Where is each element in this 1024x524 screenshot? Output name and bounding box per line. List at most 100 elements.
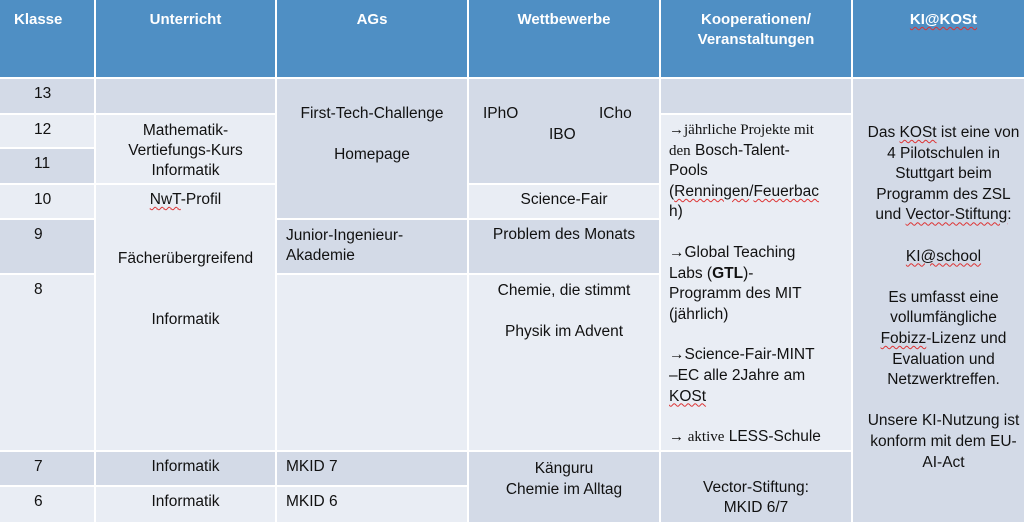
klasse-6: 6 <box>0 487 94 524</box>
koop-renningen-line: (Renningen/Feuerbac <box>669 182 851 203</box>
ki-lizenz: -Lizenz und <box>926 329 1007 347</box>
header-klasse: Klasse <box>0 0 94 79</box>
ki-line: Programm des ZSL <box>876 185 1011 203</box>
koop-pools: Pools <box>669 162 708 180</box>
koop-gtl-suffix: )- <box>743 264 754 282</box>
koop-aktive: → aktive <box>669 429 725 446</box>
koop-feuerbach: Feuerbac <box>753 182 819 200</box>
ki-line: Stuttgart beim <box>895 165 992 183</box>
ki-colon: : <box>1007 206 1012 224</box>
klasse-13: 13 <box>0 79 94 115</box>
ags-ftc: First-Tech-Challenge <box>300 105 444 122</box>
ki-das: Das <box>867 124 900 141</box>
koop-less: LESS-Schule <box>724 428 821 446</box>
wettbewerb-physik-im-advent: Physik im Advent <box>504 323 624 340</box>
unterricht-nwt: NwT-Profil <box>96 191 275 209</box>
klasse-12: 12 <box>0 115 94 149</box>
kooperationen-vector: Vector-Stiftung: MKID 6/7 <box>661 452 851 524</box>
ki-eine-von: ist eine von <box>936 124 1020 141</box>
ki-line: Fobizz-Lizenz und <box>853 329 1024 350</box>
klasse-10: 10 <box>0 185 94 220</box>
klasse-9: 9 <box>0 220 94 275</box>
koop-projekte-line: →jährliche Projekte mit <box>669 122 814 138</box>
ags-mkid7: MKID 7 <box>277 452 467 487</box>
wettbewerb-kaenguru: Känguru <box>534 460 594 477</box>
wettbewerb-science-fair: Science-Fair <box>469 185 659 220</box>
wettbewerb-ibo: IBO <box>549 126 576 143</box>
koop-less-line: → aktive LESS-Schule <box>669 427 851 448</box>
ags-junior-line: Akademie <box>286 247 355 264</box>
header-ki-kost: KI@KOSt <box>853 0 1024 79</box>
unterricht-line: Informatik <box>151 162 220 179</box>
koop-kost: KOSt <box>669 387 707 405</box>
header-kooperationen-line1: Kooperationen/ <box>700 11 811 28</box>
klasse-7: 7 <box>0 452 94 487</box>
unterricht-13 <box>96 79 275 115</box>
ki-at-school: KI@school <box>905 247 982 265</box>
nwt-suffix: -Profil <box>180 191 222 208</box>
wettbewerbe-unterstufe: Känguru Chemie im Alltag <box>469 452 659 524</box>
header-wettbewerbe: Wettbewerbe <box>469 0 659 79</box>
unterricht-7: Informatik <box>96 452 275 487</box>
wettbewerb-ipho: IPhO <box>483 105 519 122</box>
ki-line: AI-Act <box>922 453 965 471</box>
ki-vector: Vector-Stiftung <box>905 206 1008 224</box>
unterricht-vertiefung: Mathematik- Vertiefungs-Kurs Informatik <box>96 115 275 185</box>
koop-paren: ( <box>669 182 675 200</box>
wettbewerbe-olympiaden: IPhO ICho IBO <box>469 79 659 185</box>
wettbewerbe-8: Chemie, die stimmt Physik im Advent <box>469 275 659 452</box>
kooperationen-block: →jährliche Projekte mit den Bosch-Talent… <box>661 115 851 452</box>
koop-mkid67: MKID 6/7 <box>723 499 789 516</box>
koop-jaehrlich: (jährlich) <box>669 305 729 323</box>
koop-gtl-line: Labs (GTL)- <box>669 264 851 285</box>
ags-ftc-block: First-Tech-Challenge Homepage <box>277 79 467 220</box>
koop-vector-stiftung: Vector-Stiftung: <box>703 479 809 496</box>
koop-feuerbach-end: h) <box>669 203 683 221</box>
koop-renningen: Renningen <box>674 182 750 200</box>
header-unterricht: Unterricht <box>96 0 275 79</box>
ki-line: 4 Pilotschulen in <box>887 144 1000 162</box>
header-ki-kost-label: KI@KOSt <box>909 11 978 28</box>
ags-junior-line: Junior-Ingenieur- <box>286 227 404 244</box>
kooperationen-13 <box>661 79 851 115</box>
koop-bosch-line: den Bosch-Talent- <box>669 141 851 162</box>
header-kooperationen-line2: Veranstaltungen <box>697 31 815 48</box>
ki-line: Netzwerktreffen. <box>887 371 1000 389</box>
wettbewerb-icho: ICho <box>599 105 632 122</box>
klasse-8: 8 <box>0 275 94 452</box>
koop-labs: Labs ( <box>669 264 713 282</box>
unterricht-nwt-block: NwT-Profil Fächerübergreifend Informatik <box>96 185 275 452</box>
unterricht-6: Informatik <box>96 487 275 524</box>
ags-homepage: Homepage <box>334 146 410 163</box>
unterricht-line: Mathematik- <box>142 122 229 139</box>
wettbewerb-problem-des-monats: Problem des Monats <box>469 220 659 275</box>
ki-kost: KOSt <box>899 124 937 141</box>
header-kooperationen: Kooperationen/ Veranstaltungen <box>661 0 851 79</box>
ags-8 <box>277 275 467 452</box>
ki-line: und Vector-Stiftung: <box>853 205 1024 226</box>
koop-science-fair-mint: →Science-Fair-MINT <box>669 346 815 364</box>
koop-mit: Programm des MIT <box>669 285 802 303</box>
klasse-11: 11 <box>0 149 94 185</box>
wettbewerb-chemie-die-stimmt: Chemie, die stimmt <box>497 282 631 299</box>
ki-line: konform mit dem EU- <box>870 432 1017 450</box>
ki-line: Unsere KI-Nutzung ist <box>867 412 1020 430</box>
koop-den: den <box>669 142 691 159</box>
koop-bosch: Bosch-Talent- <box>690 141 790 159</box>
koop-gtl: GTL <box>712 264 744 282</box>
ki-line: Evaluation und <box>892 350 995 368</box>
ki-line: Das KOSt ist eine von <box>853 123 1024 144</box>
ki-fobizz: Fobizz <box>880 329 927 347</box>
header-ags: AGs <box>277 0 467 79</box>
koop-slash: / <box>749 182 754 200</box>
wettbewerb-chemie-im-alltag: Chemie im Alltag <box>505 481 623 498</box>
koop-global-teaching: →Global Teaching <box>669 243 796 261</box>
ki-line: Es umfasst eine <box>888 288 999 306</box>
ags-junior: Junior-Ingenieur- Akademie <box>277 220 467 275</box>
koop-ec: –EC alle 2Jahre am <box>669 366 806 384</box>
ags-mkid6: MKID 6 <box>277 487 467 524</box>
unterricht-faecher: Fächerübergreifend <box>117 250 254 267</box>
unterricht-line: Vertiefungs-Kurs <box>128 142 243 159</box>
ki-school-line: KI@school <box>853 247 1024 268</box>
